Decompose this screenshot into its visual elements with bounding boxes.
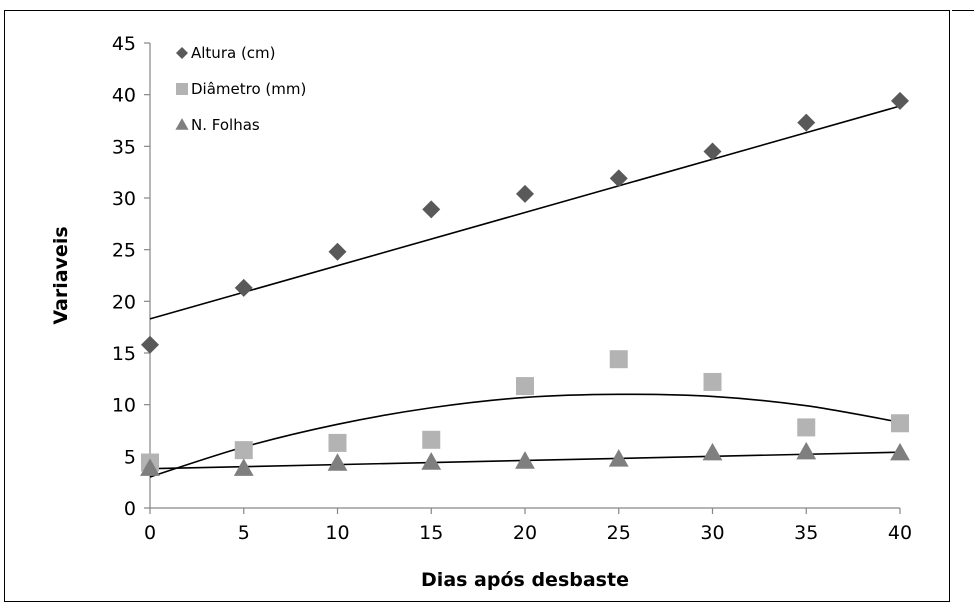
point-di-metro-mm (703, 372, 722, 391)
point-n-folhas (608, 449, 629, 467)
point-di-metro-mm (891, 414, 909, 433)
y-tick-label: 10 (112, 395, 136, 417)
legend-entry: Diâmetro (mm) (176, 80, 306, 98)
legend-entry: Altura (cm) (176, 44, 276, 62)
y-tick-label: 0 (124, 498, 136, 520)
point-n-folhas (140, 458, 160, 476)
point-di-metro-mm (422, 430, 441, 449)
legend-marker-triangle (175, 118, 189, 130)
point-n-folhas (421, 452, 442, 470)
y-tick-label: 25 (112, 240, 136, 262)
legend-label: Diâmetro (mm) (191, 80, 306, 98)
legend: Altura (cm) Diâmetro (mm) N. Folhas (175, 44, 306, 134)
point-n-folhas (702, 442, 723, 461)
y-tick-label: 15 (112, 343, 136, 365)
legend-marker-square (176, 83, 188, 95)
x-tick-label: 15 (419, 522, 443, 544)
x-tick-label: 0 (144, 522, 156, 544)
frame-edge-line (952, 10, 974, 11)
point-altura-cm (516, 184, 534, 203)
point-altura-cm (797, 113, 816, 132)
point-altura-cm (141, 335, 159, 354)
point-altura-cm (891, 91, 909, 110)
y-tick-label: 5 (124, 446, 136, 468)
point-n-folhas (327, 453, 348, 471)
trendline-altura-cm (149, 105, 901, 320)
point-altura-cm (422, 200, 441, 219)
points-group (140, 91, 910, 476)
point-n-folhas (890, 442, 910, 461)
x-tick-label: 20 (513, 522, 537, 544)
y-tick-label: 45 (112, 33, 136, 55)
point-altura-cm (234, 278, 253, 297)
trendline-di-metro-mm (149, 393, 901, 478)
point-altura-cm (703, 142, 722, 161)
x-tick-label: 25 (607, 522, 631, 544)
legend-marker-diamond (176, 47, 188, 59)
x-tick-label: 5 (238, 522, 250, 544)
x-tick-label: 40 (888, 522, 912, 544)
legend-label: N. Folhas (191, 116, 260, 134)
y-axis-title: Variaveis (50, 226, 72, 324)
y-tick-label: 20 (112, 291, 136, 313)
point-di-metro-mm (516, 377, 534, 396)
x-tick-label: 10 (325, 522, 349, 544)
y-tick-label: 30 (112, 188, 136, 210)
legend-label: Altura (cm) (191, 44, 276, 62)
point-di-metro-mm (797, 418, 816, 437)
point-altura-cm (609, 169, 628, 188)
point-di-metro-mm (234, 441, 253, 460)
x-axis-title: Dias após desbaste (421, 569, 629, 591)
point-di-metro-mm (609, 350, 628, 369)
point-altura-cm (328, 242, 347, 261)
point-n-folhas (515, 451, 535, 469)
point-n-folhas (796, 441, 817, 460)
x-tick-label: 35 (794, 522, 818, 544)
y-tick-label: 40 (112, 85, 136, 107)
trendlines-group (149, 105, 901, 478)
legend-entry: N. Folhas (175, 116, 260, 134)
x-tick-label: 30 (700, 522, 724, 544)
axes-group: 0 5 10 15 20 25 30 35 40 45 0 5 10 15 20 25 30 35 40 (112, 33, 912, 544)
y-tick-label: 35 (112, 136, 136, 158)
point-n-folhas (233, 458, 254, 476)
point-di-metro-mm (328, 433, 347, 452)
chart-frame (4, 10, 950, 602)
